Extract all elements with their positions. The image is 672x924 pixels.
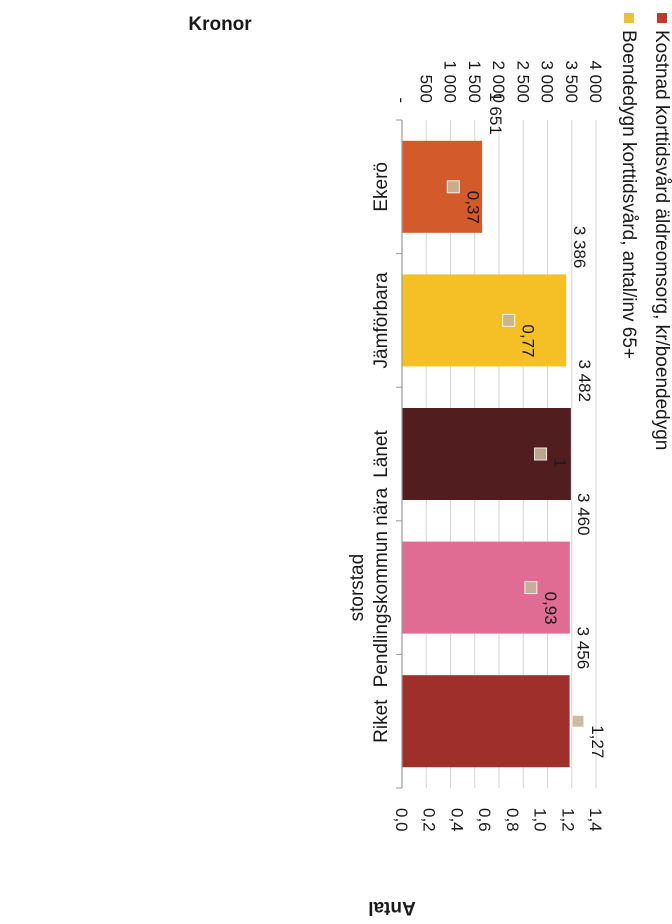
category-label-3-0: Pendlingskommun nära — [371, 487, 392, 687]
secondary-tick-label-7: 1,4 — [586, 808, 605, 832]
days-marker-0 — [446, 180, 460, 194]
secondary-tick-label-6: 1,2 — [558, 808, 577, 832]
days-marker-2 — [534, 447, 548, 461]
legend-label-days: Boendedygn korttidsvård, antal/inv 65+ — [618, 30, 639, 359]
primary-axis-title: Kronor — [188, 14, 252, 35]
primary-tick-label-4: 2 000 — [489, 60, 508, 103]
primary-tick-label-5: 2 500 — [513, 60, 532, 103]
days-data-label-4: 1,27 — [588, 725, 607, 758]
days-marker-3 — [524, 581, 538, 595]
category-label-2: Länet — [371, 430, 392, 478]
days-data-label-2: 1 — [551, 458, 570, 467]
legend-label-cost: Kostnad korttidsvård äldreomsorg, kr/boe… — [651, 30, 672, 450]
primary-tick-label-2: 1 000 — [441, 60, 460, 103]
secondary-tick-label-1: 0,2 — [420, 808, 439, 832]
days-data-label-0: 0,37 — [463, 191, 482, 224]
bar-4 — [402, 675, 570, 768]
bar-0 — [402, 140, 483, 233]
tick-labels: -500 1 000 1 500 2 000 2 500 3 000 3 500 4 000 0… — [392, 60, 605, 831]
primary-tick-label-0: - — [392, 97, 411, 103]
legend-swatch-days — [624, 13, 634, 23]
primary-tick-label-3: 1 500 — [465, 60, 484, 103]
days-data-label-1: 0,77 — [519, 324, 538, 357]
markers — [446, 180, 585, 728]
bars — [402, 140, 571, 768]
legend-swatch-cost — [657, 13, 667, 23]
secondary-tick-label-0: 0,0 — [392, 808, 411, 832]
category-label-0: Ekerö — [371, 162, 392, 212]
secondary-tick-label-3: 0,6 — [475, 808, 494, 832]
cost-data-label-3: 3 460 — [574, 493, 593, 536]
bar-2 — [402, 408, 571, 500]
primary-tick-label-1: 500 — [416, 75, 435, 103]
days-marker-1 — [502, 313, 516, 327]
primary-tick-label-8: 4 000 — [586, 60, 605, 103]
data-labels: 1 651 0,37 3 386 0,77 3 482 1 3 460 0,93 3 456 1,… — [463, 92, 607, 758]
category-label-4: Riket — [371, 699, 392, 743]
axes — [396, 119, 403, 789]
bar-3 — [402, 541, 570, 634]
cost-data-label-2: 3 482 — [575, 359, 594, 402]
secondary-tick-label-2: 0,4 — [447, 808, 466, 832]
category-label-3-1: storstad — [347, 554, 368, 622]
cost-data-label-4: 3 456 — [574, 627, 593, 670]
category-labels: Ekerö Jämförbara Länet Pendlingskommun nära… — [347, 162, 392, 743]
days-data-label-3: 0,93 — [541, 592, 560, 625]
secondary-tick-label-5: 1,0 — [531, 808, 550, 832]
legend: Kostnad korttidsvård äldreomsorg, kr/boe… — [618, 13, 672, 450]
cost-data-label-0: 1 651 — [486, 92, 505, 135]
days-marker-4 — [571, 714, 585, 728]
cost-data-label-1: 3 386 — [570, 226, 589, 269]
category-label-1: Jämförbara — [371, 272, 392, 369]
secondary-axis-title: Antal — [368, 897, 416, 918]
bar-1 — [402, 274, 567, 367]
primary-tick-label-7: 3 500 — [562, 60, 581, 103]
primary-tick-label-6: 3 000 — [538, 60, 557, 103]
secondary-tick-label-4: 0,8 — [503, 808, 522, 832]
